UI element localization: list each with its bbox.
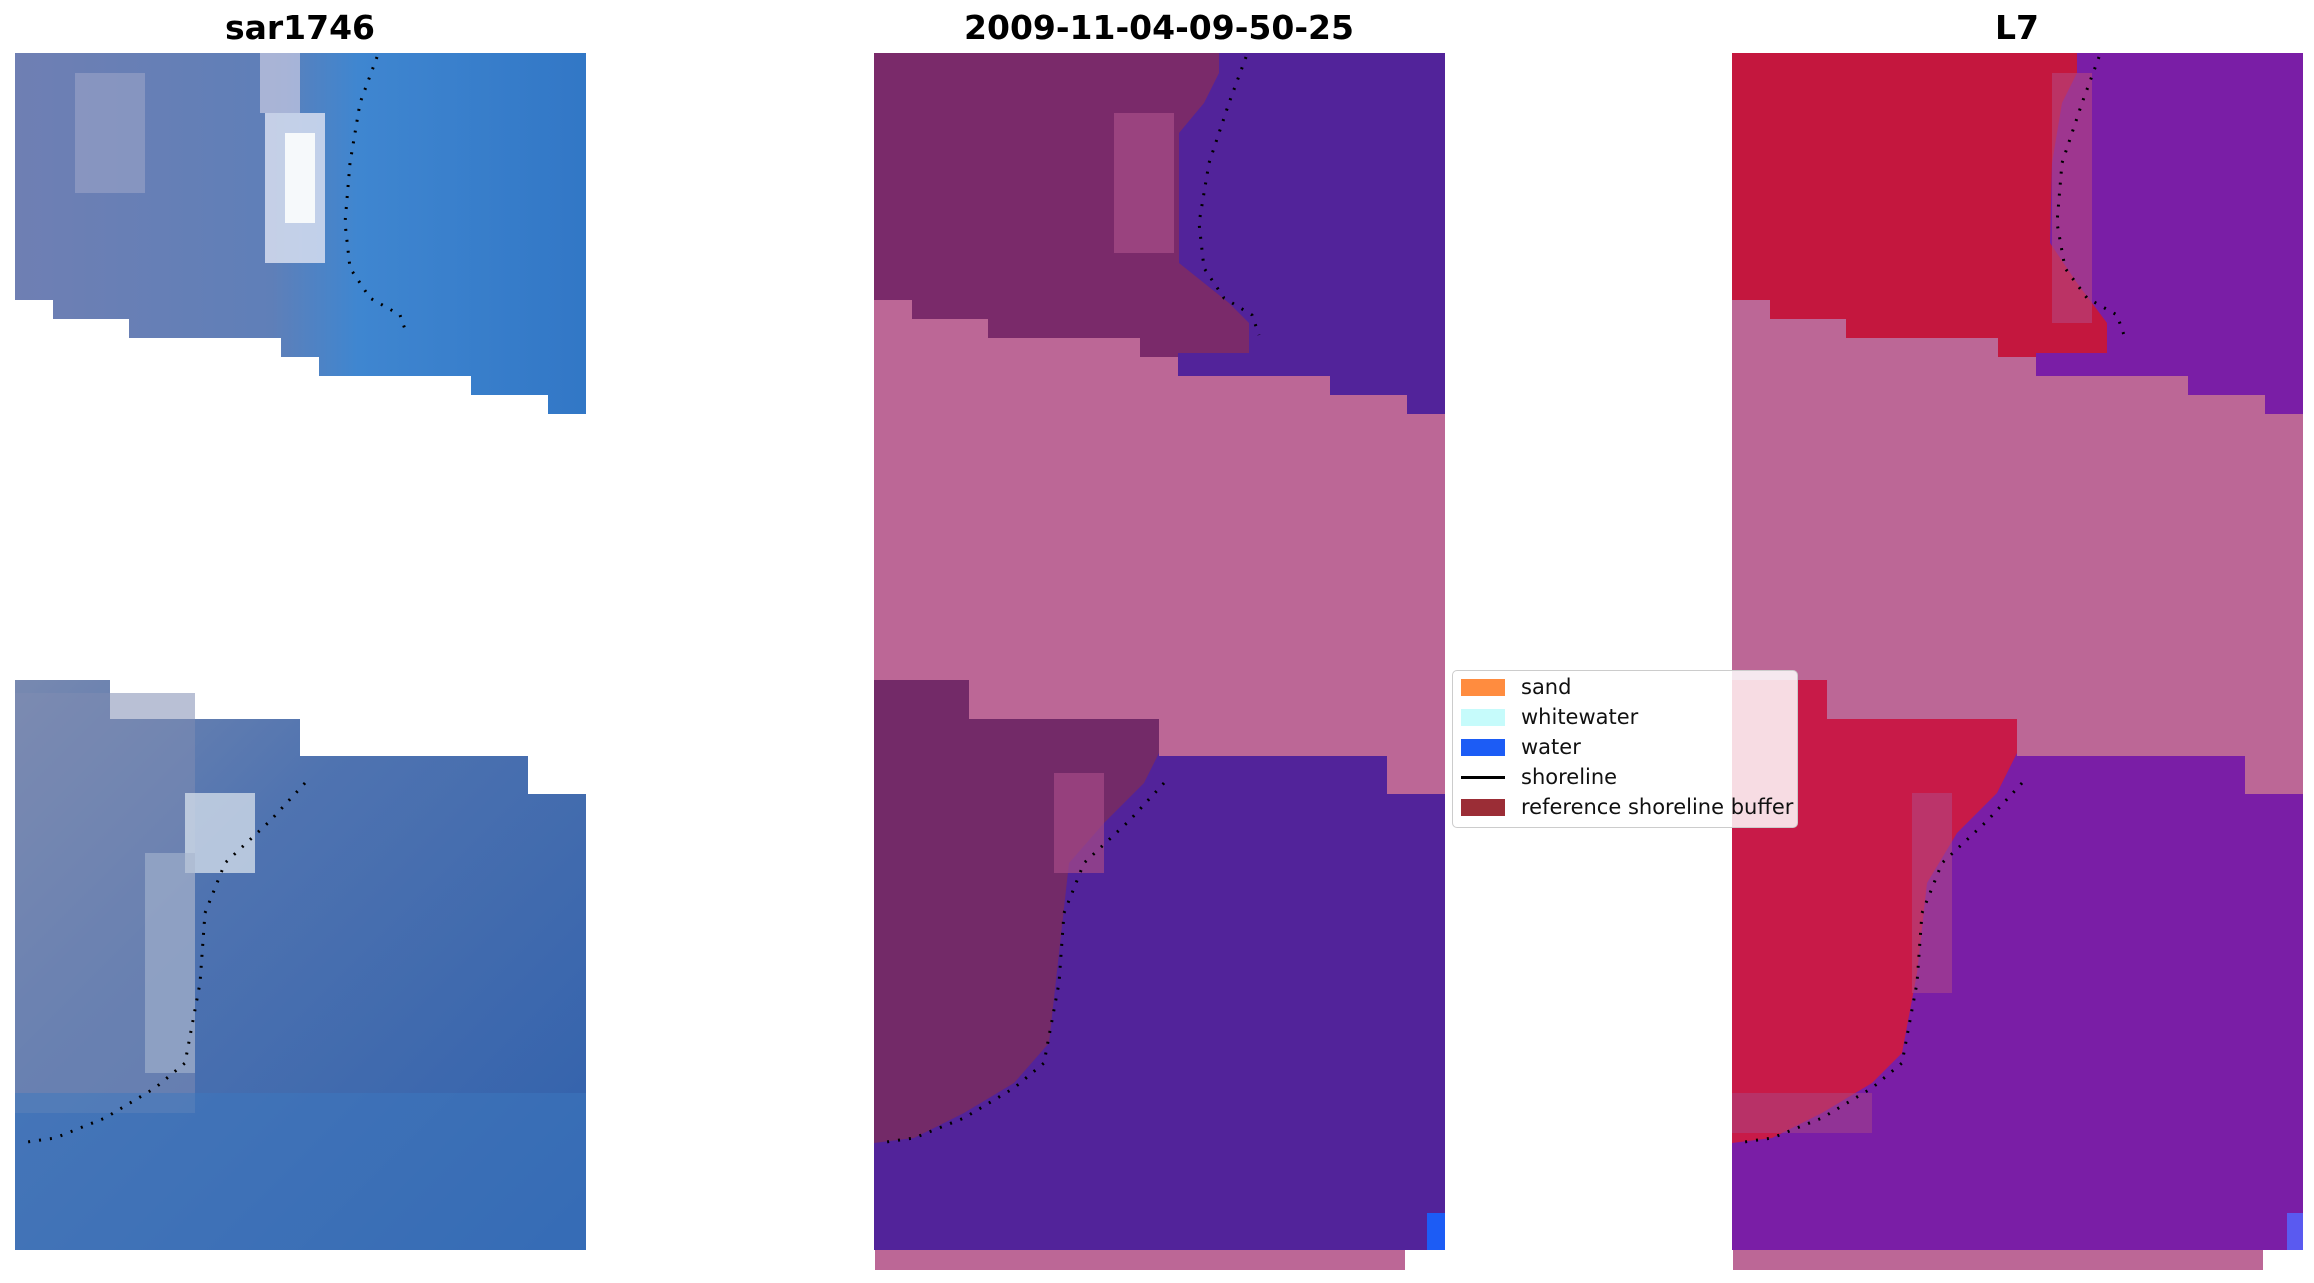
mndwi-panel	[1732, 53, 2303, 1270]
reference-buffer-swatch	[1461, 798, 1505, 816]
nodata-band	[874, 300, 1445, 794]
water-swatch	[1461, 738, 1505, 756]
legend-label: water	[1521, 735, 1581, 759]
mndwi-top-land	[1732, 53, 2107, 357]
legend-item-water: water	[1461, 733, 1581, 761]
legend-label: whitewater	[1521, 705, 1639, 729]
legend-label: shoreline	[1521, 765, 1618, 789]
legend-item-shoreline: shoreline	[1461, 763, 1617, 791]
legend: sand whitewater water shoreline referenc…	[1452, 670, 1798, 828]
rgb-image-panel	[15, 53, 586, 1250]
classification-panel	[874, 53, 1445, 1270]
shoreline-line-swatch	[1461, 775, 1505, 779]
mndwi-nodata-band	[1732, 300, 2303, 794]
sand-swatch	[1461, 678, 1505, 696]
whitewater-swatch	[1461, 708, 1505, 726]
legend-item-reference-shoreline-buffer: reference shoreline buffer	[1461, 793, 1793, 821]
classification-panel-title: 2009-11-04-09-50-25	[964, 8, 1354, 47]
legend-label: reference shoreline buffer	[1521, 795, 1794, 819]
rgb-panel-title: sar1746	[224, 8, 376, 47]
legend-label: sand	[1521, 675, 1572, 699]
mndwi-panel-title: L7	[1995, 8, 2039, 47]
legend-item-sand: sand	[1461, 673, 1571, 701]
legend-item-whitewater: whitewater	[1461, 703, 1638, 731]
